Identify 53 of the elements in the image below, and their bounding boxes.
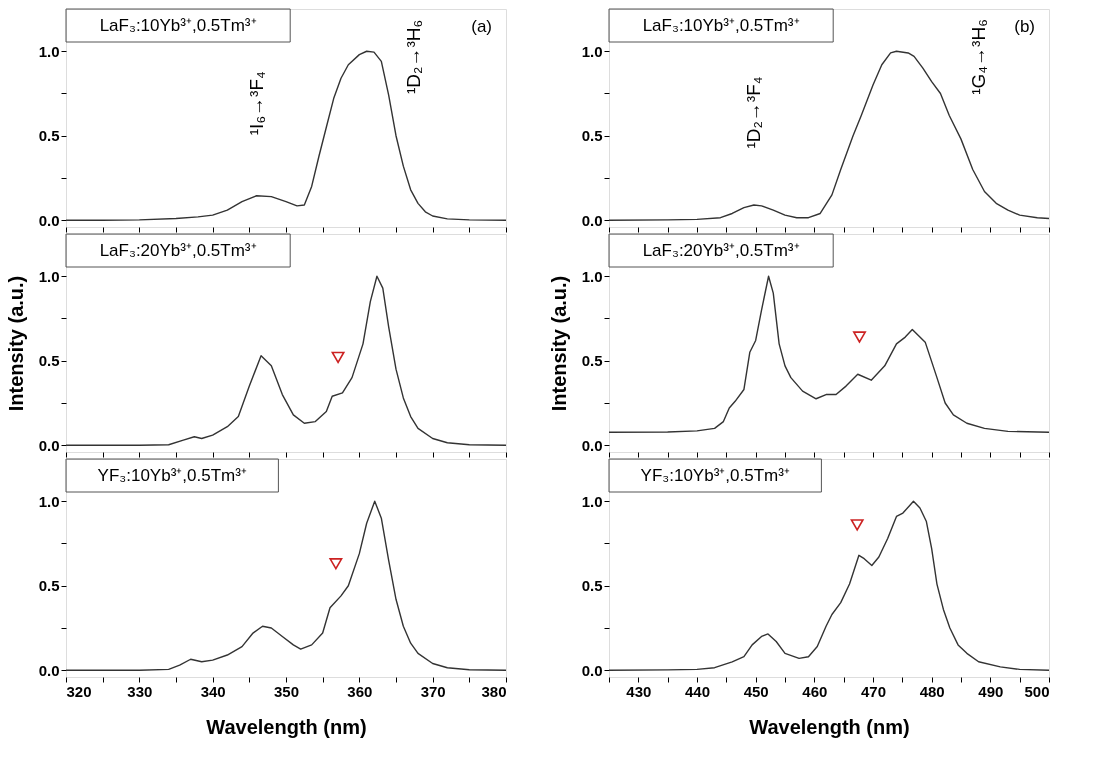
- x-tick-label: 350: [273, 682, 300, 700]
- x-tick-label: 450: [743, 682, 769, 700]
- y-tick-label: 0.5: [581, 352, 603, 370]
- x-tick-label: 340: [200, 682, 226, 700]
- line-series: [608, 500, 1050, 671]
- y-tick-label: 0.5: [38, 352, 60, 370]
- x-tick-label: 480: [919, 682, 945, 700]
- y-tick-label: 1.0: [38, 492, 60, 510]
- x-tick-label: 380: [481, 682, 507, 700]
- y-tick-label: 0.5: [581, 577, 603, 595]
- y-tick-label: 0.0: [581, 436, 603, 454]
- x-axis-title: Wavelength (nm): [749, 715, 910, 738]
- chart-title: LaF₃:10Yb³⁺,0.5Tm³⁺: [642, 16, 800, 35]
- y-tick-label: 0.0: [38, 436, 60, 454]
- annotation: ¹D₂→³H₆: [403, 19, 424, 95]
- y-tick-label: 0.5: [581, 127, 603, 145]
- y-tick-label: 0.5: [38, 127, 60, 145]
- line-series: [65, 275, 507, 446]
- x-tick-label: 360: [347, 682, 373, 700]
- x-tick-label: 490: [978, 682, 1004, 700]
- annotation: ¹G₄→³H₆: [968, 19, 989, 95]
- line-series: [65, 500, 507, 671]
- y-tick-label: 0.0: [38, 211, 60, 229]
- y-tick-label: 1.0: [581, 267, 603, 285]
- y-tick-label: 1.0: [581, 42, 603, 60]
- y-axis-title: Intensity (a.u.): [547, 275, 570, 412]
- annotation: (a): [471, 17, 492, 36]
- x-tick-label: 500: [1024, 682, 1050, 700]
- y-axis-title: Intensity (a.u.): [4, 275, 27, 412]
- chart-title: YF₃:10Yb³⁺,0.5Tm³⁺: [97, 466, 247, 485]
- chart-title: YF₃:10Yb³⁺,0.5Tm³⁺: [640, 466, 790, 485]
- chart-title: LaF₃:20Yb³⁺,0.5Tm³⁺: [99, 241, 257, 260]
- chart-title: LaF₃:20Yb³⁺,0.5Tm³⁺: [642, 241, 800, 260]
- y-tick-label: 1.0: [38, 267, 60, 285]
- annotation: ¹D₂→³F₄: [742, 76, 764, 149]
- y-tick-label: 0.5: [38, 577, 60, 595]
- x-tick-label: 440: [684, 682, 711, 700]
- line-series: [608, 275, 1050, 433]
- annotation: (b): [1014, 17, 1035, 36]
- y-tick-label: 1.0: [38, 42, 60, 60]
- y-tick-label: 1.0: [581, 492, 603, 510]
- x-axis-title: Wavelength (nm): [206, 715, 367, 738]
- x-tick-label: 460: [802, 682, 828, 700]
- annotation: ¹I₆→³F₄: [245, 71, 267, 136]
- x-tick-label: 370: [420, 682, 446, 700]
- y-tick-label: 0.0: [581, 661, 603, 679]
- x-tick-label: 320: [66, 682, 92, 700]
- y-tick-label: 0.0: [38, 661, 60, 679]
- x-tick-label: 330: [127, 682, 153, 700]
- x-tick-label: 430: [626, 682, 652, 700]
- chart-title: LaF₃:10Yb³⁺,0.5Tm³⁺: [99, 16, 257, 35]
- y-tick-label: 0.0: [581, 211, 603, 229]
- x-tick-label: 470: [860, 682, 887, 700]
